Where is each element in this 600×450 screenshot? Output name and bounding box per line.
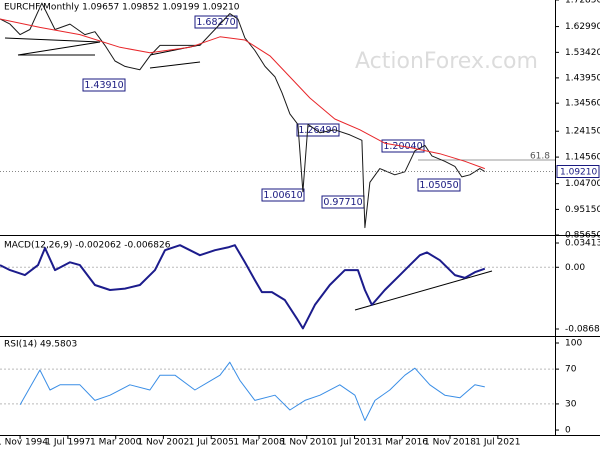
rsi-title: RSI(14) 49.5803 (4, 340, 77, 350)
x-tick-label: 1 Mar 2016 (377, 438, 429, 448)
series-line (19, 361, 485, 421)
y-tick-label: 1.24150 (565, 127, 600, 137)
y-tick-label: 1.53420 (565, 48, 600, 58)
series-line (0, 18, 485, 170)
last-price-label: 1.09210 (560, 168, 597, 178)
y-tick-label: 0 (565, 426, 571, 436)
x-tick-label: 1 Jul 2005 (189, 438, 234, 448)
annotation: 1.00610 (263, 190, 302, 201)
annotation: 1.43910 (84, 80, 123, 91)
watermark: ActionForex.com (355, 49, 538, 74)
x-tick-label: 1 Jul 2021 (475, 438, 520, 448)
x-tick-label: 1 Jul 1997 (45, 438, 90, 448)
y-tick-label: 0.85650 (565, 231, 600, 241)
y-tick-label: 0.00 (565, 263, 585, 273)
trendline (17, 41, 101, 56)
annotation: 1.26490 (298, 125, 337, 136)
y-tick-label: 1.62990 (565, 22, 600, 32)
x-tick-label: 1 Mar 2000 (90, 438, 142, 448)
y-tick-label: 30 (565, 399, 577, 409)
x-tick-label: 1 Nov 2010 (281, 438, 333, 448)
annotation: 0.97710 (323, 197, 362, 208)
x-tick-label: 1 Nov 2018 (424, 438, 476, 448)
annotation: 1.05050 (419, 180, 458, 191)
y-tick-label: 100 (565, 339, 582, 349)
y-tick-label: 1.14560 (565, 153, 600, 163)
annotation: 1.68270 (196, 17, 235, 28)
y-tick-label: 1.43950 (565, 73, 600, 83)
x-tick-label: 1 Nov 1994 (0, 438, 48, 448)
y-tick-label: 0.034137 (565, 239, 600, 249)
chart-title: EURCHF,Monthly 1.09657 1.09852 1.09199 1… (4, 3, 240, 13)
x-tick-label: 1 Jul 2013 (332, 438, 377, 448)
macd-title: MACD(12,26,9) -0.002062 -0.006826 (4, 241, 171, 251)
y-tick-label: 70 (565, 365, 577, 375)
y-tick-label: 1.34560 (565, 99, 600, 109)
y-tick-label: 1.04700 (565, 179, 600, 189)
x-tick-label: 1 Mar 2008 (233, 438, 285, 448)
x-tick-label: 1 Nov 2002 (137, 438, 189, 448)
trendline (4, 37, 101, 43)
annotation-box (417, 178, 461, 192)
y-tick-label: 1.72850 (565, 0, 600, 6)
fib-label: 61.8 (530, 152, 550, 162)
y-tick-label: 0.95150 (565, 205, 600, 215)
annotations: 1.68270 1.43910 1.26490 1.00610 0.97710 … (82, 15, 461, 209)
y-tick-label: -0.086849 (565, 324, 600, 334)
series-line (0, 2, 486, 229)
annotation-box (82, 78, 126, 92)
trendline (354, 270, 493, 311)
annotation-box (261, 188, 305, 202)
series-line (0, 244, 486, 330)
last-price-box (556, 165, 600, 179)
trendline (149, 61, 201, 69)
